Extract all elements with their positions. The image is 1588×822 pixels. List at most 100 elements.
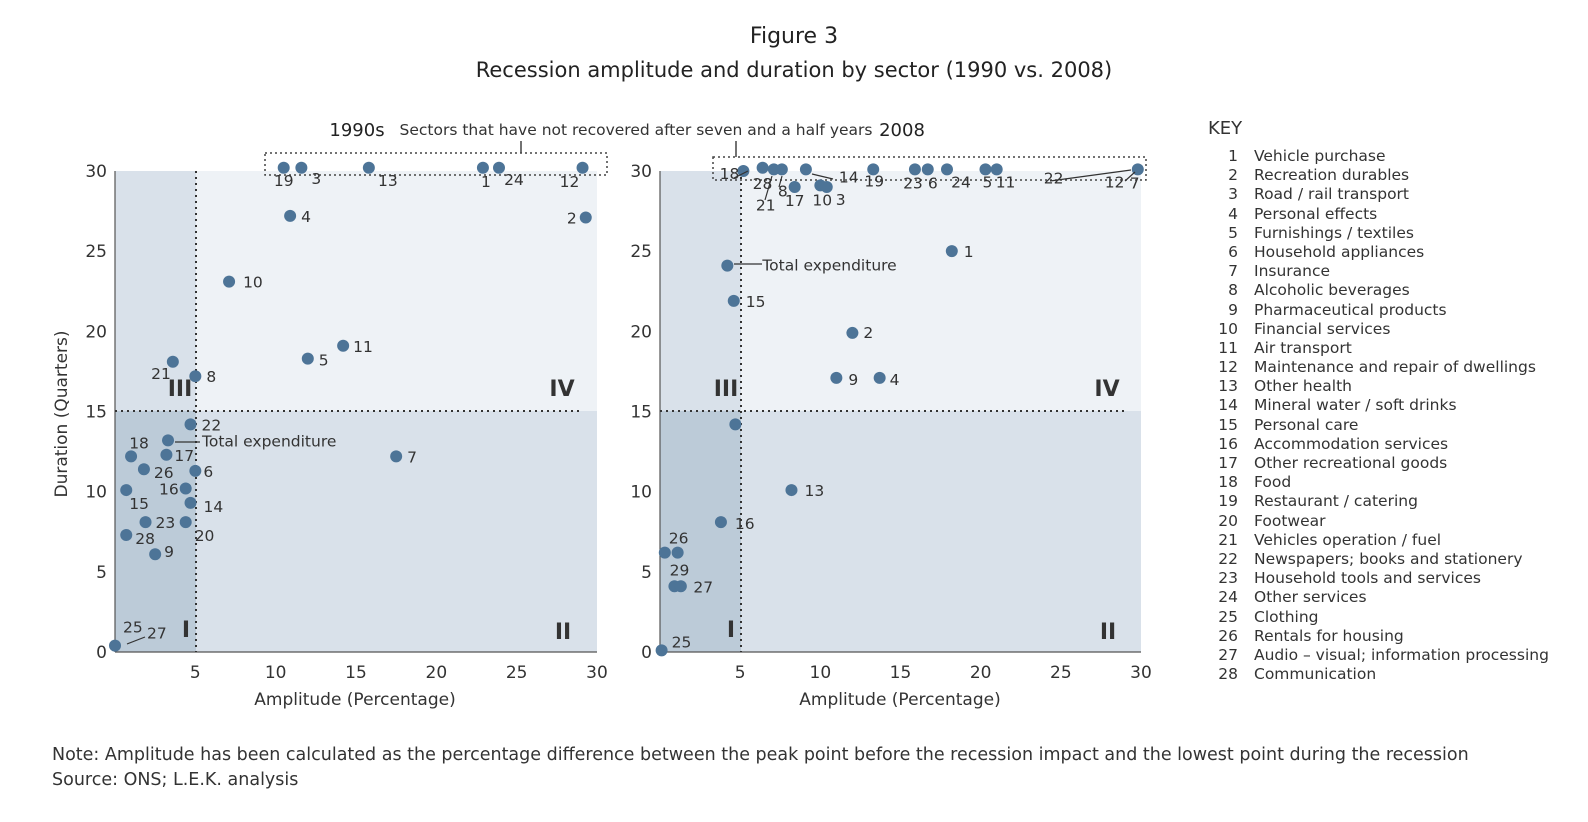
point-label: 16 bbox=[159, 480, 179, 498]
point-label: 15 bbox=[129, 495, 149, 513]
data-point bbox=[189, 370, 202, 383]
key-item: 21 Vehicles operation / fuel bbox=[1208, 531, 1549, 550]
source-note: Source: ONS; L.E.K. analysis bbox=[52, 770, 299, 790]
quadrant-label-iv: IV bbox=[1094, 377, 1119, 402]
data-point bbox=[362, 161, 375, 174]
point-label: 5 bbox=[982, 173, 992, 191]
key-item: 1 Vehicle purchase bbox=[1208, 147, 1549, 166]
key-list: 1 Vehicle purchase 2 Recreation durables 3 Ro… bbox=[1208, 147, 1549, 684]
x-tick-label: 5 bbox=[190, 663, 201, 683]
key-item-number: 13 bbox=[1218, 377, 1238, 396]
quadrant-iii-bg bbox=[115, 171, 196, 411]
data-point bbox=[785, 484, 798, 497]
panel-2008: 2008 Amplitude (Percentage) I II III IV … bbox=[630, 120, 1151, 710]
key-title: KEY bbox=[1208, 118, 1243, 139]
key-item-label: Other services bbox=[1254, 588, 1367, 607]
data-point bbox=[658, 546, 671, 559]
quadrant-label-iii: III bbox=[168, 377, 193, 402]
leader-line-12-7 bbox=[1124, 171, 1136, 182]
not-recovered-box bbox=[264, 152, 608, 176]
leader-line-21 bbox=[764, 175, 773, 201]
quadrant-label-iv: IV bbox=[549, 377, 574, 402]
key-item-number: 18 bbox=[1218, 473, 1238, 492]
point-label: 20 bbox=[195, 527, 215, 545]
not-recovered-annotation: Sectors that have not recovered after se… bbox=[400, 121, 873, 139]
leader-lines-1990s bbox=[126, 441, 200, 645]
x-axis-label: Amplitude (Percentage) bbox=[799, 690, 1000, 710]
point-label: 25 bbox=[672, 633, 692, 651]
x-tick-label: 20 bbox=[970, 663, 992, 683]
key-item-number: 15 bbox=[1218, 415, 1238, 434]
data-point bbox=[714, 516, 727, 529]
y-tick-label: 10 bbox=[85, 483, 107, 503]
data-point bbox=[125, 450, 138, 463]
key-item-label: Alcoholic beverages bbox=[1254, 281, 1410, 300]
point-label: 22 bbox=[202, 416, 222, 434]
key-item-number: 17 bbox=[1218, 454, 1238, 472]
key-item-label: Audio – visual; information processing bbox=[1254, 645, 1549, 664]
key-item: 6 Household appliances bbox=[1208, 243, 1549, 262]
key-item: 24 Other services bbox=[1208, 588, 1549, 607]
key-item-number: 14 bbox=[1218, 396, 1238, 415]
quadrant-label-ii: II bbox=[1100, 620, 1116, 645]
data-point bbox=[301, 352, 314, 365]
point-label: 14 bbox=[839, 168, 859, 186]
point-label: 7 bbox=[1130, 174, 1140, 192]
key-item-label: Other recreational goods bbox=[1254, 454, 1448, 472]
charts-canvas: 1990s Duration (Quarters) Amplitude (Per… bbox=[52, 120, 1152, 710]
point-label: 28 bbox=[135, 530, 155, 548]
point-label: 1 bbox=[964, 243, 974, 261]
key-item: 10 Financial services bbox=[1208, 320, 1549, 339]
key-item-label: Clothing bbox=[1254, 607, 1319, 626]
key-item: 7 Insurance bbox=[1208, 262, 1549, 281]
key-item: 8 Alcoholic beverages bbox=[1208, 281, 1549, 300]
key-item-number: 24 bbox=[1218, 588, 1238, 607]
leader-line-8 bbox=[778, 175, 783, 188]
key-item: 18 Food bbox=[1208, 473, 1549, 492]
y-tick-label: 25 bbox=[85, 242, 107, 262]
key-item: 13 Other health bbox=[1208, 377, 1549, 396]
data-point bbox=[184, 496, 197, 509]
y-tick-label: 30 bbox=[85, 162, 107, 182]
data-point bbox=[223, 275, 236, 288]
key-item: 27 Audio – visual; information processing bbox=[1208, 646, 1549, 665]
key-item: 9 Pharmaceutical products bbox=[1208, 301, 1549, 320]
key-item-label: Personal effects bbox=[1254, 204, 1378, 223]
key-item-number: 26 bbox=[1218, 626, 1238, 645]
point-label: 23 bbox=[156, 514, 176, 532]
point-label: 16 bbox=[735, 515, 755, 533]
key-item-number: 27 bbox=[1218, 645, 1238, 664]
point-label: 3 bbox=[836, 191, 846, 209]
point-label: Total expenditure bbox=[761, 257, 896, 275]
panel-title: 2008 bbox=[879, 120, 925, 141]
key-item-number: 4 bbox=[1228, 204, 1238, 223]
not-recovered-box bbox=[712, 156, 1147, 181]
y-tick-label: 5 bbox=[96, 563, 107, 583]
point-label: 21 bbox=[151, 365, 171, 383]
key-item-label: Road / rail transport bbox=[1254, 185, 1409, 204]
x-tick-label: 25 bbox=[1050, 663, 1072, 683]
x-tick-label: 30 bbox=[586, 663, 608, 683]
data-point bbox=[160, 448, 173, 461]
data-point bbox=[166, 355, 179, 368]
key-item-label: Personal care bbox=[1254, 415, 1359, 434]
data-point bbox=[674, 580, 687, 593]
key-item-label: Pharmaceutical products bbox=[1254, 300, 1447, 319]
point-label: 22 bbox=[1044, 169, 1064, 187]
y-tick-label: 25 bbox=[630, 242, 652, 262]
y-tick-label: 20 bbox=[85, 322, 107, 342]
point-label: 14 bbox=[204, 498, 224, 516]
y-tick-label: 15 bbox=[630, 403, 652, 423]
data-point bbox=[189, 464, 202, 477]
key-item: 2 Recreation durables bbox=[1208, 166, 1549, 185]
figure-subtitle: Recession amplitude and duration by sect… bbox=[475, 58, 1113, 82]
key-item: 12 Maintenance and repair of dwellings bbox=[1208, 358, 1549, 377]
data-point bbox=[873, 371, 886, 384]
key-item-label: Furnishings / textiles bbox=[1254, 223, 1414, 242]
quadrant-label-iii: III bbox=[714, 377, 739, 402]
key-item-number: 1 bbox=[1228, 147, 1238, 165]
x-tick-label: 25 bbox=[506, 663, 528, 683]
point-label: 24 bbox=[504, 171, 524, 189]
